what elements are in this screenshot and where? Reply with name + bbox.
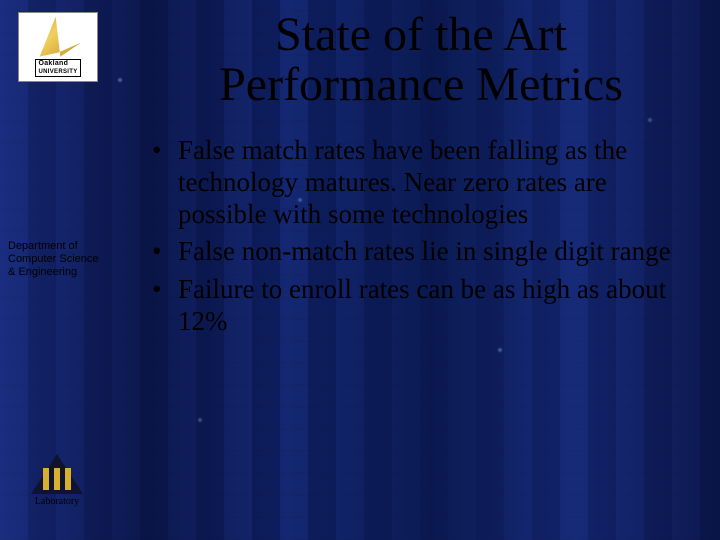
slide: Oakland UNIVERSITY Department of Compute… xyxy=(0,0,720,540)
sidebar: Oakland UNIVERSITY Department of Compute… xyxy=(0,0,130,540)
lab-pillars-icon xyxy=(43,468,71,490)
university-name-bottom: UNIVERSITY xyxy=(38,69,77,75)
slide-content: State of the Art Performance Metrics Fal… xyxy=(140,0,702,540)
bullet-item: False match rates have been falling as t… xyxy=(148,135,702,231)
university-logo-text: Oakland UNIVERSITY xyxy=(35,59,80,78)
bullet-item: False non-match rates lie in single digi… xyxy=(148,236,702,268)
department-label: Department of Computer Science & Enginee… xyxy=(8,240,126,280)
university-name-top: Oakland xyxy=(38,60,68,67)
lab-label: Laboratory xyxy=(35,496,79,507)
bullet-list: False match rates have been falling as t… xyxy=(140,135,702,338)
bullet-item: Failure to enroll rates can be as high a… xyxy=(148,274,702,338)
university-logo: Oakland UNIVERSITY xyxy=(18,12,98,82)
lab-triangle-icon xyxy=(31,454,83,494)
sail-icon xyxy=(35,17,81,57)
slide-title: State of the Art Performance Metrics xyxy=(140,10,702,111)
lab-logo: Laboratory xyxy=(28,454,86,516)
